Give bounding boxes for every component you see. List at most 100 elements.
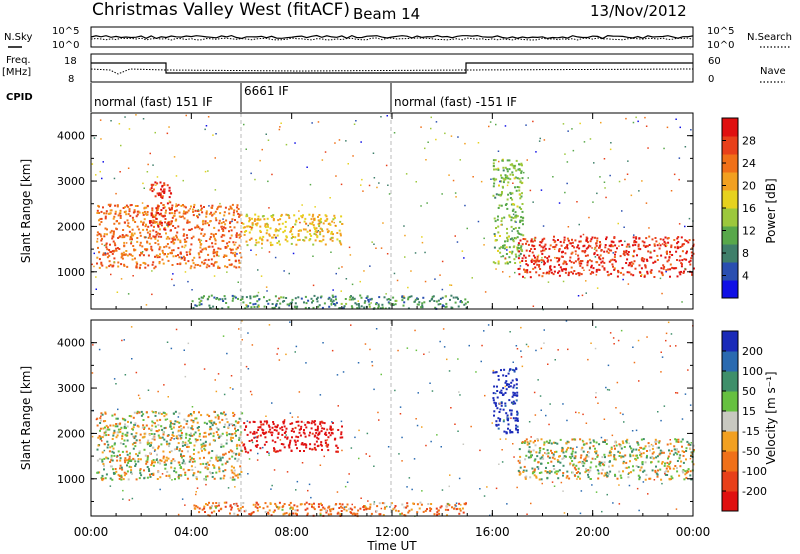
power-pixel [667,268,670,271]
velocity-pixel [173,467,176,470]
velocity-pixel [339,436,342,439]
velocity-noise-pixel [549,403,551,405]
power-pixel [586,254,589,257]
velocity-pixel [283,432,286,434]
power-pixel [217,265,220,268]
power-pixel [198,227,201,230]
velocity-pixel [299,434,302,437]
velocity-pixel [331,428,334,431]
power-pixel [606,270,609,273]
velocity-noise-pixel [448,485,450,488]
velocity-pixel [227,425,230,428]
velocity-pixel [244,509,247,512]
velocity-pixel [632,469,635,472]
power-pixel [158,213,161,216]
power-pixel [238,266,241,269]
velocity-noise-pixel [417,392,419,394]
power-noise-pixel [670,190,673,192]
velocity-pixel [575,464,578,467]
velocity-pixel [620,447,623,450]
velocity-pixel [522,469,525,472]
power-pixel [526,271,529,274]
power-noise-pixel [251,227,253,229]
velocity-pixel [284,430,287,433]
velocity-pixel [405,506,408,509]
power-pixel [96,240,99,243]
velocity-pixel [606,471,609,474]
velocity-noise-pixel [353,512,355,514]
power-pixel [177,225,180,228]
velocity-pixel [585,442,588,445]
velocity-noise-pixel [257,452,259,455]
power-noise-pixel [246,215,249,217]
velocity-pixel [105,473,108,476]
power-pixel [108,260,111,263]
velocity-pixel [108,428,111,431]
power-pixel [154,255,156,258]
velocity-pixel [213,466,216,469]
power-pixel [211,242,214,245]
power-pixel [237,208,240,210]
x-tick-label-1: 04:00 [174,525,209,539]
power-pixel [213,237,216,240]
power-pixel [167,259,170,262]
velocity-noise-pixel [268,324,271,326]
power-noise-pixel [523,171,525,174]
power-pixel [682,243,685,246]
power-pixel [597,268,600,271]
power-pixel [163,190,166,193]
power-pixel [299,229,302,232]
power-noise-pixel [617,222,619,225]
power-noise-pixel [168,126,170,128]
power-noise-pixel [387,184,389,186]
velocity-noise-pixel [408,477,411,479]
power-noise-pixel [226,271,228,273]
velocity-pixel [157,445,160,448]
power-pixel [179,215,182,218]
power-noise-pixel [132,275,134,277]
power-pixel [159,194,162,196]
velocity-pixel [669,478,672,481]
noise-right-tick-top: 10^5 [707,26,734,37]
power-pixel [493,217,496,220]
velocity-pixel [540,438,543,441]
velocity-pixel [185,422,188,425]
velocity-pixel [223,474,226,477]
power-noise-pixel [173,284,175,287]
power-pixel [227,306,230,309]
velocity-pixel [571,450,574,453]
velocity-pixel [115,423,118,425]
velocity-pixel [277,507,280,510]
power-pixel [160,195,163,198]
power-pixel [126,265,129,268]
power-pixel [153,221,156,224]
velocity-pixel [687,468,690,471]
power-pixel [610,249,613,252]
power-pixel [542,272,545,275]
velocity-pixel [121,468,124,471]
velocity-noise-pixel [450,407,452,409]
velocity-noise-pixel [615,407,617,409]
power-pixel [257,215,260,218]
velocity-pixel [515,367,518,370]
power-pixel [173,241,176,244]
velocity-pixel [153,438,156,441]
power-cb-tick-label-6: 4 [742,270,749,283]
velocity-pixel [229,438,232,441]
power-pixel [570,242,572,245]
power-pixel [183,217,186,220]
power-pixel [238,244,241,247]
velocity-pixel [203,478,206,481]
power-pixel [673,239,676,241]
velocity-pixel [97,444,100,447]
power-noise-pixel [378,182,380,184]
velocity-noise-pixel [533,391,536,394]
power-pixel [558,263,561,266]
velocity-pixel [182,426,185,429]
velocity-pixel [600,472,603,475]
velocity-pixel [538,451,541,454]
velocity-pixel [125,472,128,475]
velocity-pixel [316,425,319,428]
velocity-pixel [221,418,224,421]
power-pixel [563,261,566,264]
